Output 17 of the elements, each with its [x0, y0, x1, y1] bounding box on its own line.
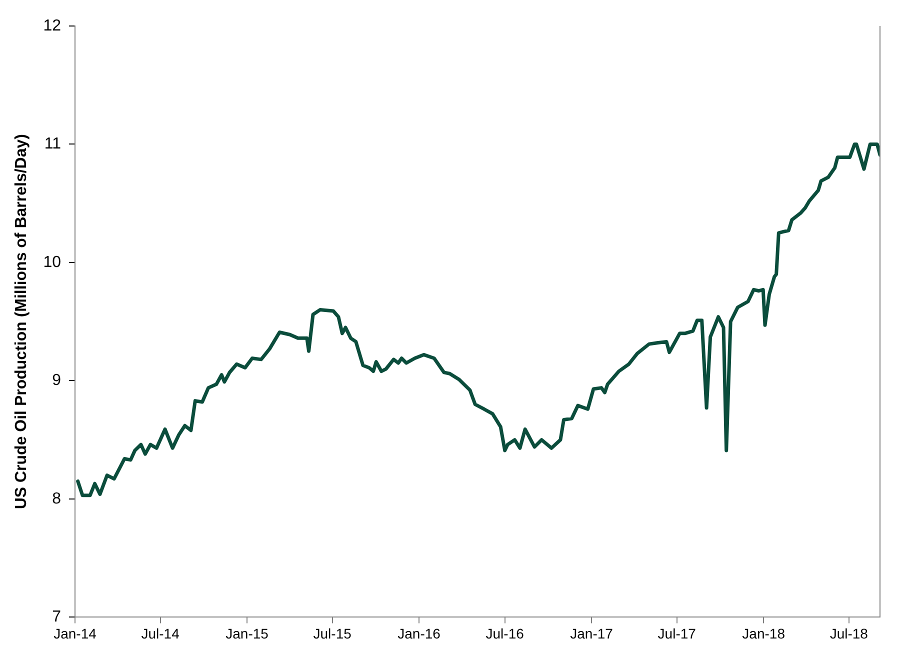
x-tick-label: Jan-18	[742, 625, 786, 642]
x-tick-label: Jan-17	[570, 625, 614, 642]
y-axis-title: US Crude Oil Production (Millions of Barrels/Day)	[13, 134, 30, 510]
x-tick-label: Jan-16	[398, 625, 441, 642]
x-tick-label: Jul-14	[141, 625, 180, 642]
x-tick-label: Jan-15	[226, 625, 269, 642]
y-tick-label: 7	[52, 608, 62, 626]
x-tick-label: Jul-16	[486, 625, 524, 642]
y-tick-label: 12	[43, 17, 62, 34]
x-tick-label: Jul-15	[313, 625, 352, 642]
x-tick-label: Jul-17	[658, 625, 696, 642]
x-tick-label: Jul-18	[830, 625, 868, 642]
x-tick-label: Jan-14	[54, 625, 97, 642]
y-tick-label: 11	[44, 136, 62, 153]
y-tick-label: 10	[43, 254, 62, 271]
y-tick-label: 9	[52, 372, 62, 390]
y-tick-label: 8	[52, 490, 62, 508]
